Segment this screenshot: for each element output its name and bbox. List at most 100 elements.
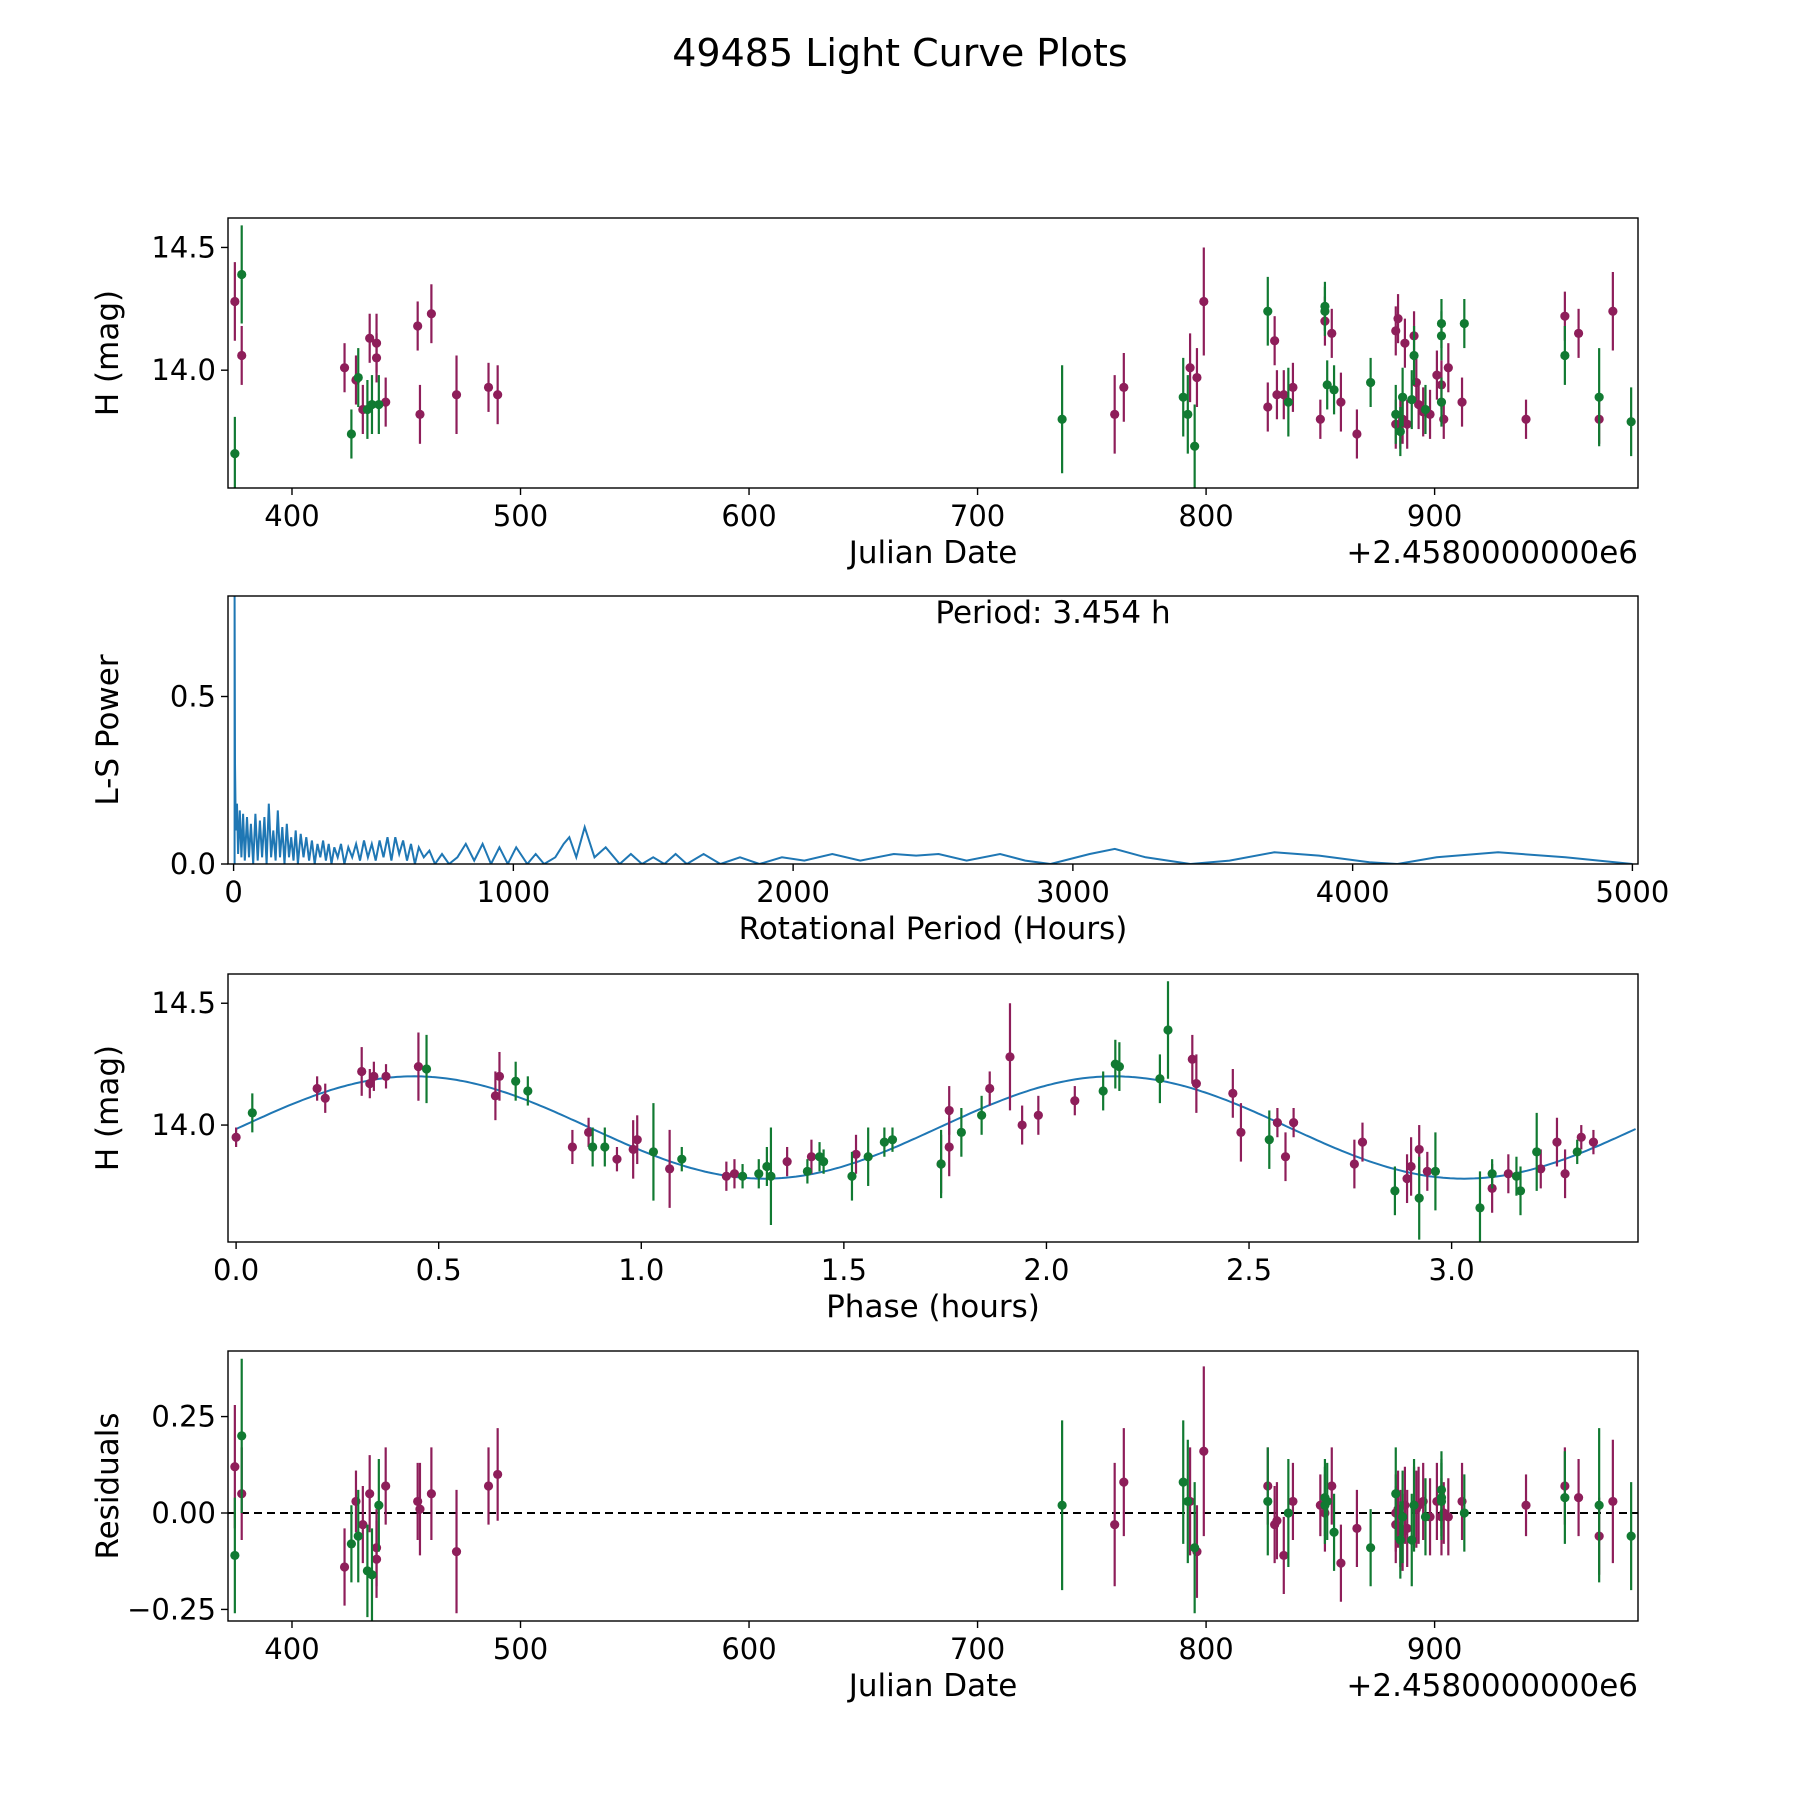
data-point: [357, 1066, 367, 1077]
data-point: [1329, 385, 1339, 395]
data-point: [374, 399, 384, 410]
data-point: [1190, 1543, 1200, 1553]
data-point: [1280, 1152, 1291, 1162]
data-point: [339, 1562, 350, 1572]
data-point: [1183, 409, 1193, 419]
data-point: [1178, 392, 1188, 402]
y-tick-label: 0.0: [170, 847, 216, 881]
data-point: [1422, 1166, 1432, 1176]
data-point: [365, 1079, 375, 1089]
data-point: [1594, 392, 1604, 402]
axes-frame: [227, 595, 1639, 865]
data-point: [1398, 1512, 1408, 1522]
data-point: [1187, 1054, 1197, 1064]
x-tick-label: 800: [1178, 499, 1233, 533]
data-point: [567, 1142, 577, 1152]
y-tick-label: 14.5: [151, 986, 216, 1020]
x-tick-label: 0.0: [213, 1253, 259, 1287]
data-point: [612, 1154, 622, 1164]
period-annotation: Period: 3.454 h: [935, 595, 1170, 631]
data-point: [415, 409, 425, 419]
x-tick-label: 2.0: [1023, 1253, 1069, 1287]
data-point: [1398, 392, 1408, 402]
data-point: [1070, 1096, 1080, 1106]
x-tick-label: 500: [493, 1632, 548, 1666]
data-point: [369, 1071, 379, 1081]
data-point: [936, 1159, 946, 1169]
x-axis-label: Phase (hours): [826, 1289, 1040, 1325]
data-point: [766, 1171, 776, 1181]
x-tick-label: 0: [224, 875, 242, 909]
data-point: [358, 1519, 368, 1530]
data-point: [1279, 390, 1289, 400]
data-point: [1329, 1527, 1339, 1537]
data-point: [806, 1152, 817, 1162]
data-point: [1521, 414, 1531, 424]
data-point: [1349, 1159, 1359, 1169]
periodogram-line: [233, 596, 1633, 864]
data-point: [367, 1570, 377, 1580]
data-point: [1005, 1052, 1015, 1062]
data-point: [1626, 1531, 1636, 1541]
data-point: [1402, 1523, 1412, 1534]
data-point: [1270, 336, 1280, 346]
phase-folded-panel: 0.0 0.5 1.0 1.5 2.0 2.5 3.0 14.0 14.5 Phase (hour…: [90, 973, 1639, 1325]
data-point: [1119, 382, 1129, 392]
data-point: [1436, 397, 1447, 407]
data-point: [1391, 1489, 1401, 1499]
x-tick-label: 700: [950, 1632, 1005, 1666]
data-point: [1459, 1508, 1469, 1518]
data-point: [677, 1154, 687, 1164]
data-point: [1487, 1169, 1497, 1179]
x-tick-label: 600: [721, 499, 776, 533]
data-point: [1315, 414, 1325, 424]
x-tick-label: 700: [950, 499, 1005, 533]
plot-area: [233, 596, 1633, 864]
y-axis-label: Residuals: [90, 1412, 126, 1559]
data-point: [665, 1164, 675, 1174]
x-axis-label: Rotational Period (Hours): [739, 911, 1128, 947]
data-point: [1459, 318, 1469, 329]
light-curve-panel: 400 500 600 700 800 900 14.0 14.5 Julian Date H (…: [90, 217, 1639, 571]
data-point: [413, 1061, 424, 1072]
data-point: [584, 1127, 594, 1137]
data-point: [1560, 1169, 1570, 1179]
data-point: [320, 1093, 330, 1103]
y-tick-label: 14.0: [151, 353, 216, 387]
data-point: [1390, 1186, 1400, 1196]
data-point: [1288, 382, 1298, 392]
data-point: [1436, 1496, 1447, 1507]
data-point: [648, 1147, 659, 1157]
data-point: [879, 1137, 889, 1147]
data-point: [231, 1132, 241, 1142]
data-point: [1057, 1500, 1067, 1510]
data-point: [230, 449, 240, 459]
data-point: [1272, 390, 1282, 400]
data-point: [1236, 1127, 1246, 1137]
data-point: [1560, 350, 1570, 361]
data-point: [1430, 1166, 1441, 1176]
data-point: [754, 1169, 764, 1179]
periodogram-panel: 0 1000 2000 3000 4000 5000 0.0 0.5 Rotational Pe…: [90, 595, 1669, 947]
data-point: [1352, 429, 1362, 439]
data-point: [1366, 1543, 1376, 1553]
data-point: [421, 1064, 432, 1074]
sinusoid-fit-line: [235, 1075, 1637, 1180]
data-point: [721, 1171, 731, 1181]
series-green: [230, 225, 1636, 488]
data-point: [451, 390, 462, 400]
data-point: [237, 350, 247, 361]
x-tick-label: 2.5: [1226, 1253, 1272, 1287]
data-point: [782, 1157, 792, 1167]
series-green: [230, 1358, 1636, 1621]
data-point: [1178, 1477, 1188, 1487]
data-point: [1283, 1508, 1293, 1518]
data-point: [1263, 402, 1273, 412]
data-point: [1420, 1512, 1431, 1522]
x-tick-label: 1.5: [821, 1253, 867, 1287]
data-point: [1443, 363, 1453, 373]
data-point: [230, 296, 240, 307]
x-axis-offset-label: +2.4580000000e6: [1346, 1668, 1638, 1704]
data-point: [1552, 1137, 1562, 1147]
